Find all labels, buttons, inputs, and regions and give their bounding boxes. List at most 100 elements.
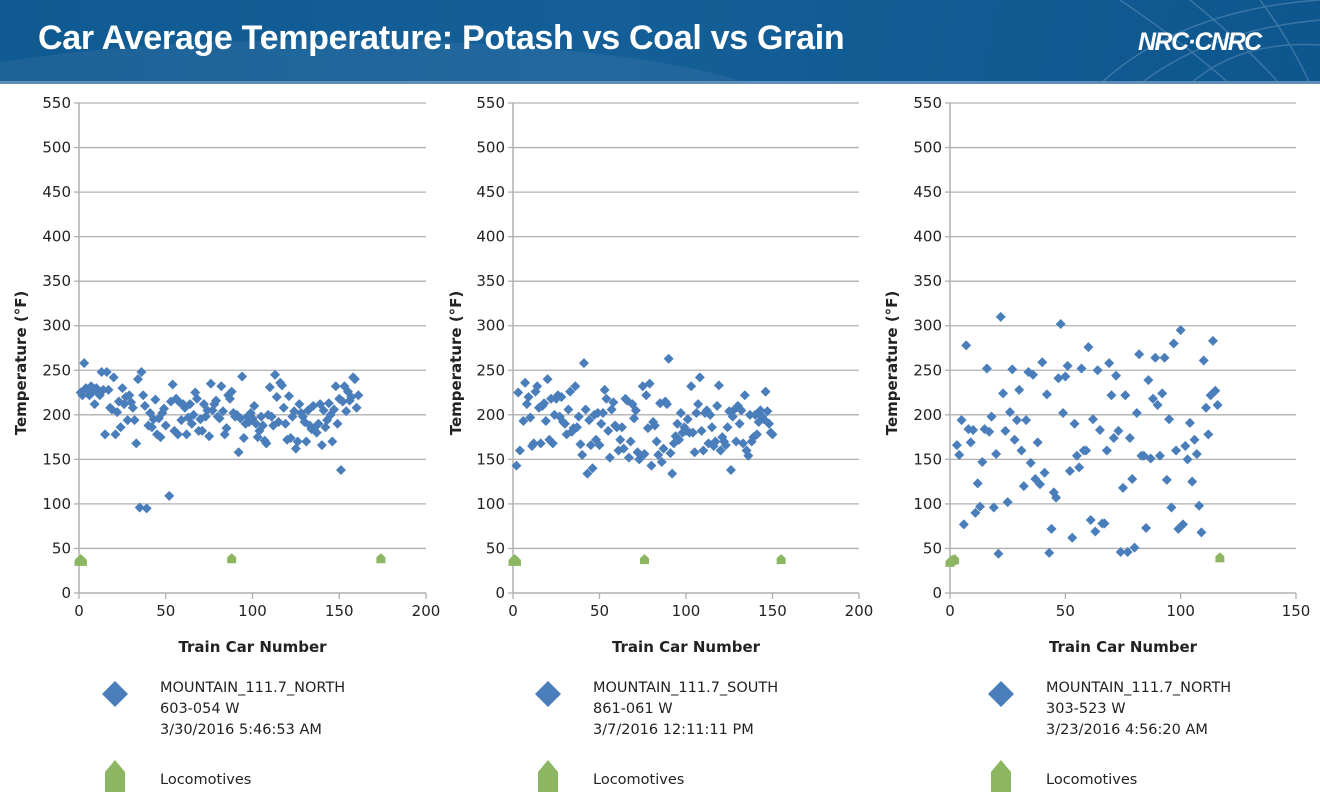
car-data-point [961,340,972,351]
car-data-point [523,392,534,402]
car-data-point [115,422,126,433]
y-tick-label: 50 [486,539,505,557]
car-data-point [974,501,985,512]
car-data-point [96,367,107,378]
page-title: Car Average Temperature: Potash vs Coal … [38,19,845,57]
x-tick-label: 200 [412,602,441,620]
car-data-point [1127,473,1138,484]
locomotive-legend-label: Locomotives [160,772,252,788]
car-data-point [1053,373,1064,384]
car-data-point [129,415,140,426]
locomotive-legend-house-icon [538,760,558,792]
car-data-point [160,420,171,431]
chart-coal: 0 50 100 150 200 250 300 350 400 450 500 550 0 50 100 1… [447,94,873,656]
car-data-point [693,399,704,410]
car-data-point [124,390,135,401]
chart-potash: 0 50 100 150 200 250 300 350 400 450 500 550 0 50 100 1… [12,94,440,656]
y-tick-label: 400 [476,228,505,246]
car-data-point [611,422,622,433]
car-data-point [172,429,183,440]
car-data-point [167,379,178,390]
car-data-point [1150,352,1161,363]
car-data-point [653,449,664,460]
car-data-point [713,380,724,391]
car-data-point [658,443,669,454]
car-data-point [1062,360,1073,371]
car-data-point [186,418,197,429]
car-data-point [139,400,150,411]
car-data-point [616,422,627,433]
car-data-point [585,440,596,451]
car-data-point [292,436,303,447]
car-data-point [587,463,598,474]
y-tick-label: 300 [42,317,71,335]
car-data-point [1094,424,1105,435]
header-globe-decoration [1099,0,1320,84]
legend-grain: MOUNTAIN_111.7_NORTH 303-523 W 3/23/2016 4… [986,678,1316,798]
car-data-point [311,427,322,438]
x-tick-label: 150 [758,602,787,620]
car-data-point [725,465,736,476]
car-legend-label: MOUNTAIN_111.7_SOUTH 861-061 W 3/7/2016 12… [593,678,778,741]
car-data-point [1007,364,1018,375]
y-tick-label: 500 [913,139,942,157]
car-data-point [136,367,147,378]
x-tick-label: 100 [238,602,267,620]
car-data-point [712,400,723,411]
car-data-point [1058,408,1069,419]
car-data-point [597,408,608,419]
car-data-point [150,394,161,405]
locomotive-data-point [776,554,786,565]
car-data-point [1129,542,1140,553]
car-data-point [651,436,662,447]
y-tick-label: 0 [932,584,942,602]
y-tick-label: 300 [476,317,505,335]
car-data-point [689,447,700,458]
car-data-point [1090,526,1101,537]
x-tick-label: 0 [508,602,518,620]
car-data-point [117,383,128,394]
car-data-point [760,386,771,397]
y-axis-title: Temperature (°F) [12,291,30,436]
car-data-point [727,411,738,422]
car-data-point [1187,476,1198,487]
car-data-point [988,502,999,513]
car-data-point [734,418,745,429]
y-tick-label: 350 [913,272,942,290]
car-data-point [1166,502,1177,513]
car-data-point [762,406,773,417]
legend-line: 3/23/2016 4:56:20 AM [1046,722,1208,738]
car-data-point [1115,547,1126,558]
car-data-point [1074,462,1085,473]
y-tick-label: 100 [42,495,71,513]
car-data-point [1120,390,1131,401]
car-data-point [710,436,721,447]
car-data-point [1191,449,1202,460]
car-data-point [100,429,111,440]
y-tick-label: 250 [913,361,942,379]
car-data-point [323,398,334,409]
y-tick-label: 150 [913,450,942,468]
car-data-point [283,391,294,402]
car-data-point [1143,375,1154,386]
car-data-point [715,445,726,456]
car-data-point [141,503,152,514]
car-data-point [138,390,149,401]
legend-line: MOUNTAIN_111.7_NORTH [160,680,346,696]
car-data-point [1164,414,1175,425]
y-tick-label: 350 [476,272,505,290]
y-tick-label: 100 [913,495,942,513]
legend-line: 603-054 W [160,701,240,717]
car-data-point [1145,453,1156,464]
car-data-point [191,393,202,404]
car-data-point [257,420,268,431]
car-data-point [1201,402,1212,413]
car-data-point [261,438,272,449]
car-data-point [290,443,301,454]
car-data-point [972,478,983,489]
car-data-point [216,381,227,392]
y-tick-label: 400 [42,228,71,246]
car-data-point [739,390,750,401]
car-data-point [1060,371,1071,382]
car-data-point [951,440,962,451]
